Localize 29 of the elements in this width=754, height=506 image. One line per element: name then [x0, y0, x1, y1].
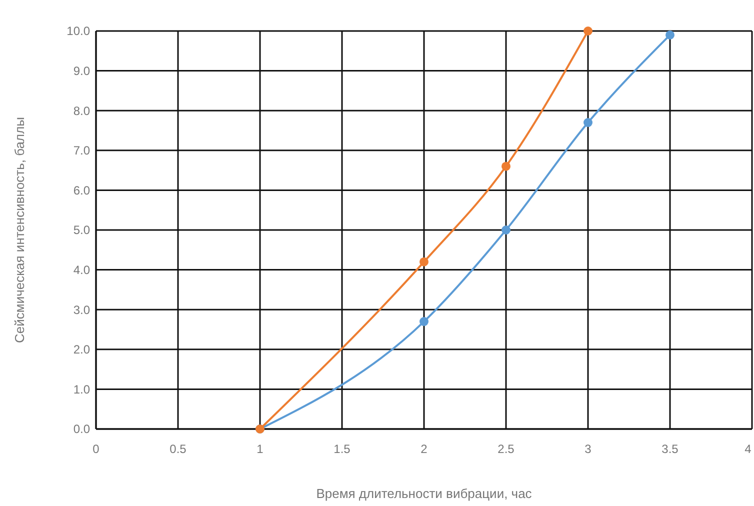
y-tick-label: 7.0 — [73, 144, 90, 158]
y-tick-label: 5.0 — [73, 223, 90, 238]
point — [584, 26, 592, 36]
x-tick-label: 3 — [584, 442, 592, 456]
x-tick-label: 0.5 — [170, 442, 187, 456]
y-tick-label: 9.0 — [73, 64, 90, 78]
point — [666, 30, 674, 40]
y-tick-label: 3.0 — [73, 302, 90, 317]
x-tick-label: 3.5 — [662, 442, 679, 456]
y-tick-label: 1.0 — [73, 382, 90, 396]
y-tick-label: 2.0 — [73, 342, 90, 357]
x-tick-label: 2 — [420, 442, 428, 456]
x-tick-label: 1 — [256, 442, 264, 456]
y-tick-label: 8.0 — [73, 104, 90, 118]
y-tick-label: 0.0 — [73, 422, 90, 436]
point — [502, 226, 510, 234]
point — [502, 162, 510, 171]
point — [420, 257, 428, 266]
x-tick-label: 0 — [92, 442, 100, 456]
x-tick-label: 1.5 — [334, 442, 351, 456]
point — [420, 317, 428, 326]
x-axis-title: Время длительности вибрации, час — [316, 486, 532, 501]
y-tick-label: 4.0 — [73, 263, 90, 277]
y-tick-label: 6.0 — [73, 183, 90, 198]
y-axis-title: Сейсмическая интенсивность, баллы — [12, 116, 27, 344]
x-tick-label: 2.5 — [498, 442, 515, 456]
y-tick-label: 10.0 — [66, 24, 90, 38]
x-tick-label: 4 — [744, 442, 752, 456]
point — [584, 118, 592, 128]
